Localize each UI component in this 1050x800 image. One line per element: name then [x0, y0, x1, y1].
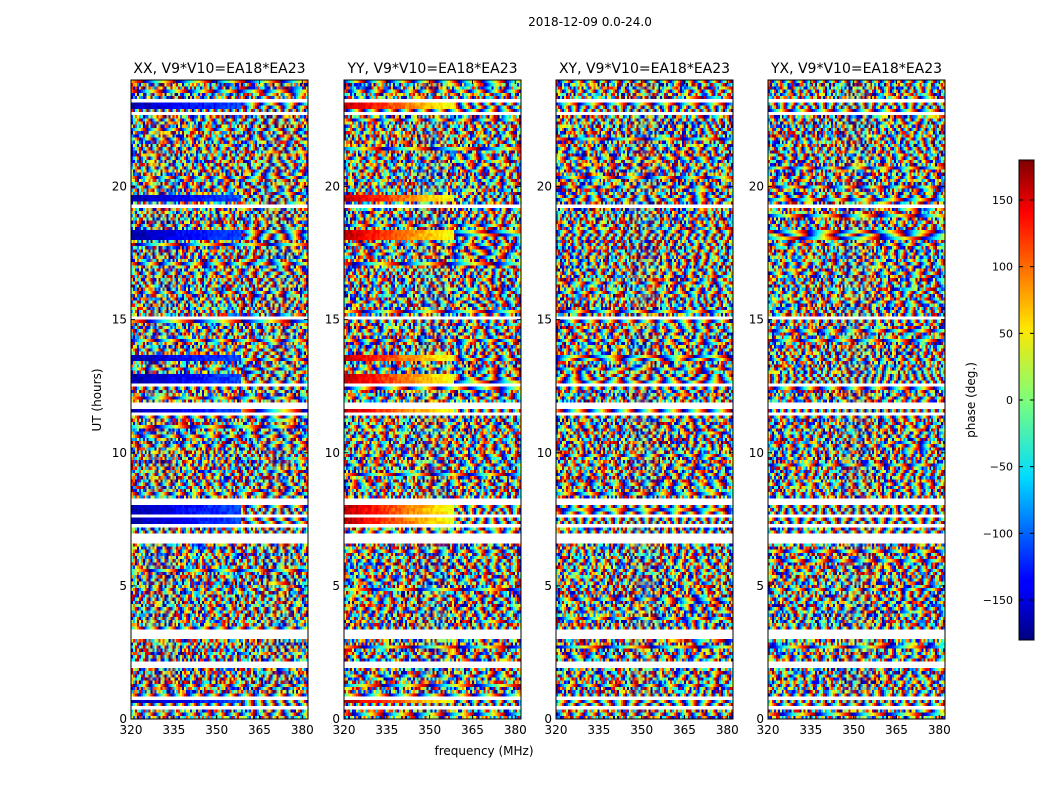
y-tick-label: 20	[112, 180, 127, 194]
x-tick-label: 365	[248, 723, 271, 737]
x-tick-label: 365	[461, 723, 484, 737]
colorbar-tick-label: −150	[983, 594, 1013, 607]
colorbar: 150 100 50 0 −50 −100 −150 phase (deg.)	[964, 159, 1035, 641]
heatmap-image-yx	[768, 80, 945, 719]
x-tick-label: 365	[885, 723, 908, 737]
colorbar-tick-label: 50	[999, 327, 1013, 340]
y-tick-label: 15	[749, 313, 764, 327]
x-tick-label: 320	[545, 723, 568, 737]
axes-frame	[130, 79, 309, 720]
y-tick-label: 0	[756, 712, 764, 726]
x-tick-label: 320	[757, 723, 780, 737]
x-tick-label: 380	[716, 723, 739, 737]
x-tick-label: 380	[291, 723, 314, 737]
colorbar-tick-label: 100	[992, 261, 1013, 274]
x-tick-label: 380	[928, 723, 951, 737]
y-tick-label: 20	[749, 180, 764, 194]
y-tick-label: 0	[544, 712, 552, 726]
colorbar-tick-label: −50	[990, 461, 1013, 474]
x-tick-label: 335	[799, 723, 822, 737]
x-tick-label: 350	[418, 723, 441, 737]
panel-xx: XX, V9*V10=EA18*EA23 320 335 350 365 380 0 5 10 1…	[112, 61, 314, 737]
y-tick-label: 15	[112, 313, 127, 327]
y-tick-label: 10	[112, 446, 127, 460]
y-tick-label: 20	[325, 180, 340, 194]
x-tick-label: 335	[587, 723, 610, 737]
x-tick-label: 350	[842, 723, 865, 737]
heatmap-image-xy	[556, 80, 733, 719]
y-tick-label: 5	[544, 579, 552, 593]
x-tick-label: 320	[333, 723, 356, 737]
panel-title: YX, V9*V10=EA18*EA23	[770, 61, 942, 77]
panel-yx: YX, V9*V10=EA18*EA23 320 335 350 365 380 0 5 10 1…	[749, 61, 951, 737]
x-axis-label: frequency (MHz)	[434, 744, 533, 758]
y-tick-label: 0	[119, 712, 127, 726]
figure-suptitle: 2018-12-09 0.0-24.0	[528, 15, 652, 29]
x-tick-label: 350	[205, 723, 228, 737]
x-tick-label: 365	[673, 723, 696, 737]
y-tick-label: 10	[537, 446, 552, 460]
y-tick-label: 0	[332, 712, 340, 726]
axes-frame	[767, 79, 946, 720]
x-tick-label: 335	[162, 723, 185, 737]
y-tick-label: 5	[332, 579, 340, 593]
y-tick-label: 20	[537, 180, 552, 194]
axes-frame	[343, 79, 522, 720]
y-tick-label: 15	[325, 313, 340, 327]
x-tick-label: 380	[504, 723, 527, 737]
colorbar-tick-label: 0	[1006, 394, 1013, 407]
panel-title: XY, V9*V10=EA18*EA23	[559, 61, 730, 77]
x-tick-label: 350	[630, 723, 653, 737]
heatmap-image-xx	[131, 80, 308, 719]
panel-yy: YY, V9*V10=EA18*EA23 320 335 350 365 380 0 5 10 1…	[325, 61, 527, 737]
y-tick-label: 10	[749, 446, 764, 460]
heatmap-image-yy	[344, 80, 521, 719]
colorbar-tick-label: 150	[992, 194, 1013, 207]
panel-title: YY, V9*V10=EA18*EA23	[346, 61, 517, 77]
colorbar-tick-label: −100	[983, 527, 1013, 540]
panel-title: XX, V9*V10=EA18*EA23	[133, 61, 305, 77]
y-tick-label: 15	[537, 313, 552, 327]
y-axis-label: UT (hours)	[90, 368, 104, 431]
y-tick-label: 5	[756, 579, 764, 593]
x-tick-label: 335	[375, 723, 398, 737]
colorbar-label: phase (deg.)	[964, 362, 978, 438]
x-tick-label: 320	[120, 723, 143, 737]
y-tick-label: 10	[325, 446, 340, 460]
axes-frame	[555, 79, 734, 720]
y-tick-label: 5	[119, 579, 127, 593]
panel-xy: XY, V9*V10=EA18*EA23 320 335 350 365 380 0 5 10 1…	[537, 61, 739, 737]
